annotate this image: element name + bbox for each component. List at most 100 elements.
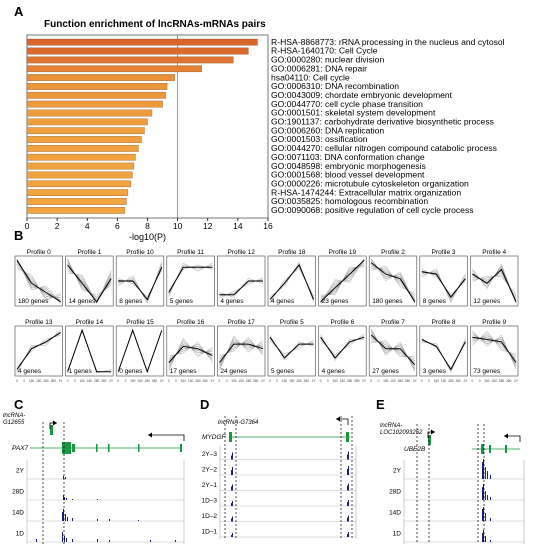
tss-arrow — [148, 434, 185, 441]
gene-label: MYDGF — [202, 434, 227, 441]
signal-peak — [65, 477, 66, 479]
category-label: GO:0001501: skeletal system development — [271, 108, 436, 118]
mean-profile-line — [16, 332, 61, 370]
gene-count: 24 genes — [220, 368, 247, 375]
signal-peak — [232, 533, 233, 537]
signal-peak — [487, 495, 488, 500]
track-label: 1D–3 — [201, 497, 217, 504]
signal-peak — [66, 538, 67, 542]
x-tick-label: 150 — [390, 379, 396, 383]
category-label: R-HSA-1474244: Extracellular matrix orga… — [271, 187, 461, 197]
x-tick-label: 280 — [43, 379, 49, 383]
signal-peak — [485, 467, 486, 479]
gene-exon — [481, 444, 484, 454]
x-tick-label: 280 — [202, 379, 208, 383]
gene-count: 180 genes — [372, 298, 403, 305]
x-tick-label: 16 — [263, 221, 273, 231]
x-tick-label: 4 — [85, 221, 90, 231]
bar — [26, 162, 135, 170]
bar — [26, 189, 129, 196]
profile-title: Profile 3 — [432, 249, 456, 256]
signal-peak — [231, 518, 232, 522]
track-label: 14D — [389, 510, 401, 517]
x-tick-label: 0 — [370, 379, 372, 383]
profile-title: Profile 6 — [330, 319, 354, 326]
category-label: GO:0044770: cell cycle phase transition — [271, 99, 423, 109]
lncrna-label: lncRNA- — [3, 413, 25, 419]
arrow-head — [336, 416, 340, 422]
panel-c-letter: C — [14, 397, 24, 412]
signal-peak — [232, 452, 233, 460]
signal-peak — [347, 485, 348, 491]
signal-peak — [66, 498, 67, 500]
lncrna-label: G12655 — [3, 420, 25, 426]
x-tick-label: 150 — [434, 379, 440, 383]
chart-title: Function enrichment of lncRNAs-mRNAs pai… — [44, 19, 266, 30]
x-tick-label: 0 — [168, 379, 170, 383]
mean-profile-line — [168, 266, 213, 293]
signal-peak — [97, 539, 98, 542]
category-label: GO:0044270: cellular nitrogen compound c… — [271, 143, 497, 153]
x-tick-label: 150 — [188, 379, 194, 383]
profile-title: Profile 0 — [27, 249, 51, 256]
signal-peak — [232, 501, 233, 506]
bar — [26, 74, 175, 81]
category-label: GO:0006310: DNA recombination — [271, 81, 399, 91]
signal-peak — [348, 466, 349, 475]
panel-a-letter: A — [14, 4, 24, 19]
category-label: GO:0035825: homologous recombination — [271, 196, 428, 206]
x-tick-label: 280 — [145, 379, 151, 383]
x-tick-label: 2Y — [362, 379, 367, 383]
signal-peak — [231, 455, 232, 460]
signal-peak — [232, 484, 233, 491]
category-label: R-HSA-8868773: rRNA processing in the nu… — [271, 37, 505, 47]
signal-peak — [109, 540, 110, 542]
arrow-head — [431, 429, 435, 435]
gene-count: 23 genes — [322, 298, 349, 305]
x-tick-label: 0 — [269, 379, 271, 383]
profile-title: Profile 19 — [329, 249, 357, 256]
gene-count: 4 genes — [271, 298, 295, 305]
panel-b-letter: B — [14, 228, 24, 243]
signal-peak — [72, 539, 73, 542]
track-label: 1D — [16, 531, 25, 538]
signal-peak — [482, 487, 483, 500]
x-tick-label: 150 — [492, 379, 498, 383]
x-tick-label: 150 — [332, 379, 338, 383]
arrow-head — [504, 433, 508, 439]
gene-label: UBE2B — [404, 446, 426, 453]
signal-peak — [63, 495, 64, 500]
lncrna-exon — [229, 432, 232, 442]
mean-profile-line — [320, 336, 365, 359]
x-tick-label: 0 — [219, 379, 221, 383]
bar — [26, 83, 168, 90]
x-tick-label: 280 — [101, 379, 107, 383]
bar — [26, 118, 148, 126]
category-label: hsa04110: Cell cycle — [271, 72, 350, 82]
gene-exon — [505, 445, 507, 453]
signal-peak — [482, 509, 483, 521]
gene-count: 4 genes — [18, 368, 42, 375]
signal-peak — [63, 476, 64, 479]
signal-peak — [482, 462, 483, 479]
profile-title: Profile 15 — [126, 319, 154, 326]
gene-count: 4 genes — [322, 368, 346, 375]
track-label: 2Y–1 — [202, 482, 218, 489]
gene-exon — [180, 444, 182, 452]
bar — [26, 100, 163, 108]
category-label: GO:0048598: embryonic morphogenesis — [271, 161, 426, 171]
signal-peak — [232, 516, 233, 522]
x-tick-label: 280 — [448, 379, 454, 383]
x-tick-label: 2Y — [514, 379, 519, 383]
x-tick-label: 280 — [347, 379, 353, 383]
x-tick-label: 150 — [130, 379, 136, 383]
enrichment-bar-chart: R-HSA-8868773: rRNA processing in the nu… — [25, 34, 505, 242]
signal-peak — [109, 519, 110, 521]
x-tick-label: 280 — [499, 379, 505, 383]
x-tick-label: 2 — [55, 221, 60, 231]
x-tick-label: 280 — [253, 379, 259, 383]
panel-d-letter: D — [200, 397, 210, 412]
x-tick-label: 150 — [87, 379, 93, 383]
